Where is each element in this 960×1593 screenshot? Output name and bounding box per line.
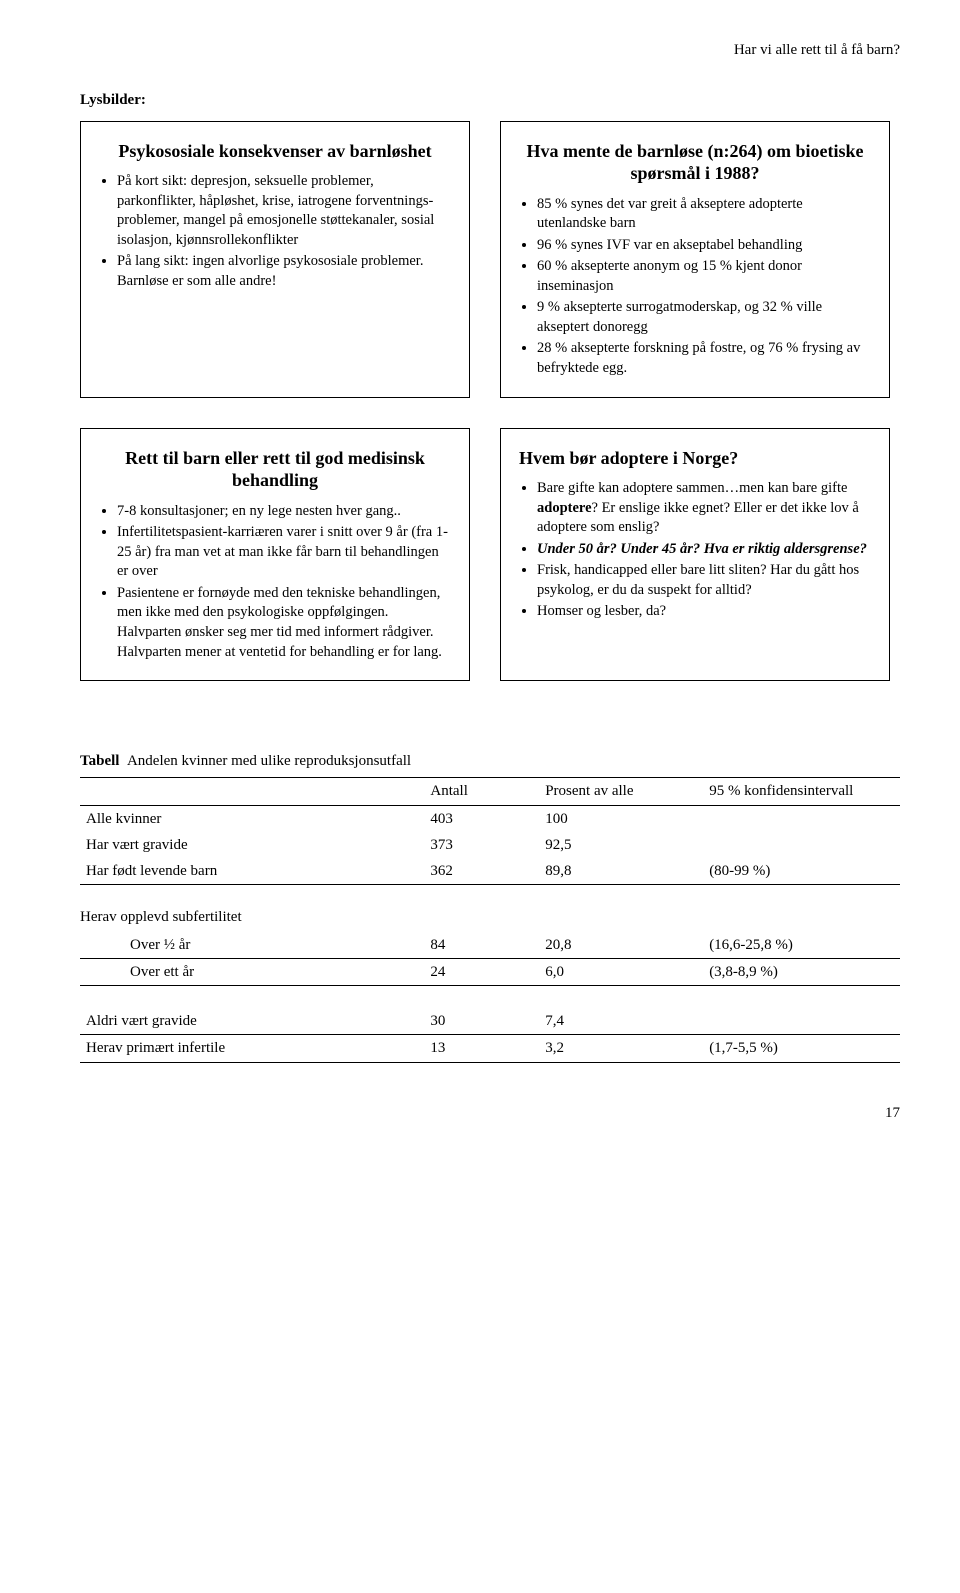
cell: 6,0 — [539, 958, 703, 985]
list-item: 96 % synes IVF var en akseptabel behandl… — [537, 236, 871, 256]
table-row: Over ett år 24 6,0 (3,8-8,9 %) — [80, 958, 900, 985]
infertile-table: Aldri vært gravide 30 7,4 Herav primært … — [80, 1008, 900, 1063]
list-item: På kort sikt: depresjon, seksuelle probl… — [117, 172, 451, 250]
cell — [703, 832, 900, 858]
list-item: Pasientene er fornøyde med den tekniske … — [117, 584, 451, 662]
table-row: Aldri vært gravide 30 7,4 — [80, 1008, 900, 1035]
th-blank — [80, 778, 424, 805]
table-row: Over ½ år 84 20,8 (16,6-25,8 %) — [80, 932, 900, 959]
cell: Har vært gravide — [80, 832, 424, 858]
cell: Herav primært infertile — [80, 1035, 424, 1062]
slide-box-4: Hvem bør adoptere i Norge? Bare gifte ka… — [500, 428, 890, 682]
caption-text: Andelen kvinner med ulike reproduksjonsu… — [127, 753, 411, 769]
cell: Over ett år — [80, 958, 424, 985]
cell: (1,7-5,5 %) — [703, 1035, 900, 1062]
cell: 362 — [424, 858, 539, 885]
cell: Over ½ år — [80, 932, 424, 959]
list-item: Frisk, handicapped eller bare litt slite… — [537, 561, 871, 600]
slide-title: Hvem bør adoptere i Norge? — [519, 447, 871, 470]
th-ci: 95 % konfidensintervall — [703, 778, 900, 805]
caption-prefix: Tabell — [80, 753, 119, 769]
table-row: Har vært gravide 373 92,5 — [80, 832, 900, 858]
table-caption: Tabell Andelen kvinner med ulike reprodu… — [80, 751, 900, 771]
list-item: 85 % synes det var greit å akseptere ado… — [537, 195, 871, 234]
cell: Alle kvinner — [80, 805, 424, 832]
subfertility-table: Over ½ år 84 20,8 (16,6-25,8 %) Over ett… — [80, 932, 900, 987]
slide-list: Bare gifte kan adoptere sammen…men kan b… — [519, 479, 871, 622]
th-prosent: Prosent av alle — [539, 778, 703, 805]
sub-heading: Herav opplevd subfertilitet — [80, 907, 900, 927]
cell: 7,4 — [539, 1008, 703, 1035]
cell — [703, 1008, 900, 1035]
cell: Aldri vært gravide — [80, 1008, 424, 1035]
slide-title: Psykososiale konsekvenser av barnløshet — [99, 140, 451, 163]
section-label: Lysbilder: — [80, 90, 900, 110]
cell: 403 — [424, 805, 539, 832]
cell: 84 — [424, 932, 539, 959]
cell: 89,8 — [539, 858, 703, 885]
page-header: Har vi alle rett til å få barn? — [80, 40, 900, 60]
slide-title: Hva mente de barnløse (n:264) om bioetis… — [519, 140, 871, 185]
list-item: Bare gifte kan adoptere sammen…men kan b… — [537, 479, 871, 538]
slides-row-1: Psykososiale konsekvenser av barnløshet … — [80, 121, 900, 398]
list-item: 28 % aksepterte forskning på fostre, og … — [537, 339, 871, 378]
cell: Har født levende barn — [80, 858, 424, 885]
slide-list: På kort sikt: depresjon, seksuelle probl… — [99, 172, 451, 291]
cell: 20,8 — [539, 932, 703, 959]
list-item: Infertilitetspasient-karriæren varer i s… — [117, 523, 451, 582]
cell: 3,2 — [539, 1035, 703, 1062]
cell: 30 — [424, 1008, 539, 1035]
table-row: Har født levende barn 362 89,8 (80-99 %) — [80, 858, 900, 885]
table-head-row: Antall Prosent av alle 95 % konfidensint… — [80, 778, 900, 805]
cell: 92,5 — [539, 832, 703, 858]
cell: 100 — [539, 805, 703, 832]
slide-box-2: Hva mente de barnløse (n:264) om bioetis… — [500, 121, 890, 398]
list-item: På lang sikt: ingen alvorlige psykososia… — [117, 252, 451, 291]
list-item: 9 % aksepterte surrogatmoderskap, og 32 … — [537, 298, 871, 337]
list-item: 7-8 konsultasjoner; en ny lege nesten hv… — [117, 502, 451, 522]
list-item: Under 50 år? Under 45 år? Hva er riktig … — [537, 540, 871, 560]
cell: (3,8-8,9 %) — [703, 958, 900, 985]
page-number: 17 — [80, 1103, 900, 1123]
cell: 373 — [424, 832, 539, 858]
slide-list: 85 % synes det var greit å akseptere ado… — [519, 195, 871, 379]
slide-list: 7-8 konsultasjoner; en ny lege nesten hv… — [99, 502, 451, 663]
slide-title: Rett til barn eller rett til god medisin… — [99, 447, 451, 492]
slide-box-3: Rett til barn eller rett til god medisin… — [80, 428, 470, 682]
cell: (80-99 %) — [703, 858, 900, 885]
th-antall: Antall — [424, 778, 539, 805]
reproduction-table: Antall Prosent av alle 95 % konfidensint… — [80, 777, 900, 885]
table-row: Herav primært infertile 13 3,2 (1,7-5,5 … — [80, 1035, 900, 1062]
list-item: Homser og lesber, da? — [537, 602, 871, 622]
cell: 24 — [424, 958, 539, 985]
table-row: Alle kvinner 403 100 — [80, 805, 900, 832]
cell: (16,6-25,8 %) — [703, 932, 900, 959]
slide-box-1: Psykososiale konsekvenser av barnløshet … — [80, 121, 470, 398]
slides-row-2: Rett til barn eller rett til god medisin… — [80, 428, 900, 682]
list-item: 60 % aksepterte anonym og 15 % kjent don… — [537, 257, 871, 296]
cell — [703, 805, 900, 832]
cell: 13 — [424, 1035, 539, 1062]
